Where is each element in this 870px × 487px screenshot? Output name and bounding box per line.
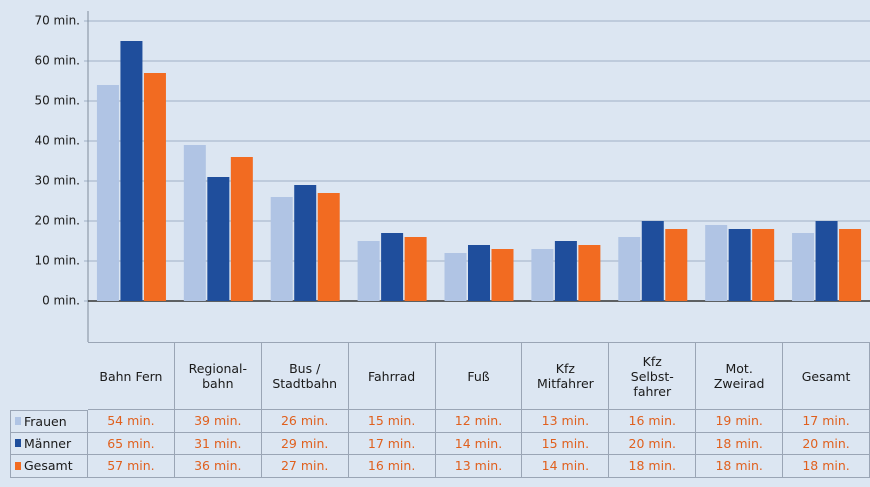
- legend-entry: Gesamt: [10, 455, 88, 478]
- value-cell: 57 min.: [88, 455, 175, 478]
- legend-label: Gesamt: [24, 458, 73, 474]
- y-tick-label: 70 min.: [34, 14, 80, 28]
- bar: [143, 73, 166, 301]
- category-label: Mot. Zweirad: [696, 342, 784, 410]
- y-tick-label: 40 min.: [34, 134, 80, 148]
- legend-label: Männer: [24, 435, 72, 451]
- bar: [554, 241, 577, 301]
- value-cell: 15 min.: [348, 410, 436, 433]
- y-tick-label: 10 min.: [34, 254, 80, 268]
- bar: [641, 221, 664, 301]
- category-label: Kfz Selbst- fahrer: [609, 342, 697, 410]
- bar: [665, 229, 688, 301]
- value-cell: 65 min.: [88, 432, 175, 455]
- value-cell: 18 min.: [609, 455, 697, 478]
- value-cell: 17 min.: [348, 432, 436, 455]
- value-cell: 13 min.: [522, 410, 610, 433]
- value-cell: 15 min.: [522, 432, 610, 455]
- bar: [839, 229, 862, 301]
- value-cell: 18 min.: [696, 455, 784, 478]
- value-cell: 27 min.: [261, 455, 349, 478]
- bar: [578, 245, 601, 301]
- bar: [705, 225, 728, 301]
- y-tick-label: 0 min.: [42, 294, 80, 308]
- category-label: Fahrrad: [348, 342, 436, 410]
- category-label: Bahn Fern: [88, 342, 175, 410]
- legend-label: Frauen: [24, 413, 67, 429]
- value-cell: 14 min.: [522, 455, 610, 478]
- bar: [317, 193, 340, 301]
- y-tick-label: 60 min.: [34, 54, 80, 68]
- y-tick-label: 30 min.: [34, 174, 80, 188]
- category-label: Bus / Stadtbahn: [261, 342, 349, 410]
- value-cell: 26 min.: [261, 410, 349, 433]
- value-cell: 18 min.: [696, 432, 784, 455]
- value-cell: 29 min.: [261, 432, 349, 455]
- legend-entry: Männer: [10, 432, 88, 455]
- legend-swatch: [15, 439, 21, 448]
- legend-entry: Frauen: [10, 410, 88, 433]
- bar: [96, 85, 119, 301]
- bar: [752, 229, 775, 301]
- bar: [381, 233, 404, 301]
- bar: [207, 177, 230, 301]
- bar: [444, 253, 467, 301]
- value-cell: 31 min.: [174, 432, 262, 455]
- bar: [294, 185, 317, 301]
- legend-swatch: [15, 461, 21, 470]
- value-cell: 54 min.: [88, 410, 175, 433]
- bar: [792, 233, 815, 301]
- value-cell: 16 min.: [348, 455, 436, 478]
- category-label: Gesamt: [783, 342, 870, 410]
- value-cell: 20 min.: [609, 432, 697, 455]
- value-cell: 20 min.: [783, 432, 870, 455]
- bar: [728, 229, 751, 301]
- value-cell: 17 min.: [783, 410, 870, 433]
- bar: [815, 221, 838, 301]
- value-cell: 16 min.: [609, 410, 697, 433]
- bar: [404, 237, 427, 301]
- bar: [468, 245, 490, 301]
- category-label: Kfz Mitfahrer: [522, 342, 610, 410]
- bar: [270, 197, 293, 301]
- bar: [491, 249, 514, 301]
- category-label: Fuß: [435, 342, 523, 410]
- y-tick-label: 20 min.: [34, 214, 80, 228]
- y-tick-label: 50 min.: [34, 94, 80, 108]
- bar: [618, 237, 641, 301]
- value-cell: 14 min.: [435, 432, 523, 455]
- value-cell: 19 min.: [696, 410, 784, 433]
- value-cell: 13 min.: [435, 455, 523, 478]
- category-label: Regional- bahn: [174, 342, 262, 410]
- value-cell: 36 min.: [174, 455, 262, 478]
- bar: [120, 41, 143, 301]
- value-cell: 39 min.: [174, 410, 262, 433]
- value-cell: 18 min.: [783, 455, 870, 478]
- legend-swatch: [15, 417, 21, 426]
- bar: [230, 157, 253, 301]
- bar: [357, 241, 380, 301]
- value-cell: 12 min.: [435, 410, 523, 433]
- bar: [183, 145, 206, 301]
- bar: [531, 249, 554, 301]
